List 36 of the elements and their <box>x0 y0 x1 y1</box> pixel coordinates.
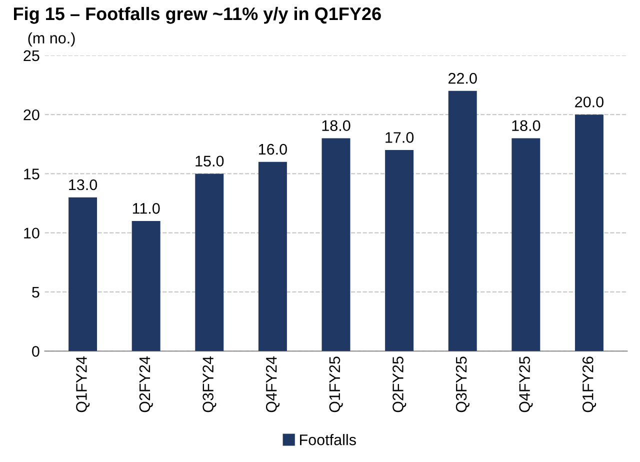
x-tick-label: Q4FY24 <box>266 356 280 412</box>
x-tick-label: Q1FY26 <box>582 356 596 412</box>
y-tick-label: 0 <box>32 346 40 357</box>
text: 18.0 <box>322 120 350 132</box>
bar <box>574 114 604 352</box>
y-tick-label: 10 <box>24 228 40 239</box>
text: 18.0 <box>512 120 540 132</box>
x-tick-label: Q2FY25 <box>392 356 406 412</box>
chart-title: Fig 15 – Footfalls grew ~11% y/y in Q1FY26 <box>14 6 381 24</box>
y-tick-label: 25 <box>24 50 40 62</box>
x-tick-label: Q4FY25 <box>519 356 533 412</box>
x-tick-label: Q3FY25 <box>456 356 470 412</box>
text: 13.0 <box>69 179 98 190</box>
y-tick-label: 20 <box>24 109 40 120</box>
bar <box>385 150 414 352</box>
text: 20.0 <box>575 96 604 108</box>
bar <box>68 197 98 352</box>
bar <box>322 138 350 352</box>
y-axis-title: (m no.) <box>28 32 75 47</box>
y-tick-label: 15 <box>24 168 40 180</box>
bar <box>448 90 477 352</box>
bar <box>195 174 224 352</box>
bar <box>132 221 160 352</box>
bar <box>258 162 287 352</box>
x-tick-label: Q1FY24 <box>76 356 90 412</box>
y-tick-label: 5 <box>32 287 40 298</box>
text: 15.0 <box>196 156 224 167</box>
x-tick-label: Q3FY24 <box>202 356 216 412</box>
bar <box>512 138 540 352</box>
x-tick-label: Q2FY24 <box>139 356 153 412</box>
legend-label: Footfalls <box>300 434 356 446</box>
text: 17.0 <box>386 132 414 143</box>
text: 22.0 <box>448 72 477 84</box>
text: 11.0 <box>132 203 160 214</box>
x-tick-label: Q1FY25 <box>329 356 343 412</box>
text: 16.0 <box>258 144 287 155</box>
